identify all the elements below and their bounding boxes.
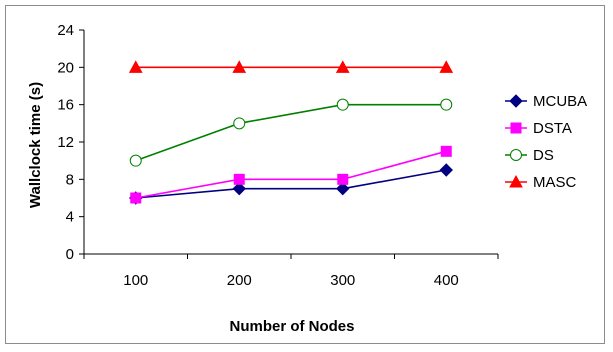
chart-frame — [5, 5, 605, 344]
y-axis-title: Wallclock time (s) — [27, 82, 44, 208]
series-layer — [128, 60, 454, 205]
data-point-mcuba — [439, 163, 453, 177]
y-tick-label: 8 — [66, 171, 74, 188]
data-point-masc — [232, 60, 247, 73]
data-point-ds — [440, 98, 453, 111]
legend-marker-masc — [509, 174, 523, 188]
series-dsta — [130, 145, 452, 204]
legend-label-ds: DS — [533, 147, 554, 164]
legend-marker-dsta — [510, 122, 522, 134]
y-tick-label: 20 — [57, 59, 74, 76]
legend-marker-ds — [510, 149, 522, 161]
data-point-mcuba — [232, 181, 246, 196]
series-line-ds — [135, 103, 447, 162]
data-point-mcuba — [336, 181, 350, 196]
legend-label-mcuba: MCUBA — [533, 93, 587, 110]
series-ds — [129, 98, 453, 167]
x-tick-label: 300 — [330, 272, 355, 289]
legend-item-dsta: DSTA — [505, 120, 572, 137]
legend-item-mcuba: MCUBA — [505, 93, 587, 110]
y-axis-ticks: 0 4 8 12 16 20 24 — [57, 22, 84, 263]
data-point-masc — [128, 60, 143, 73]
data-point-masc — [335, 60, 350, 73]
series-mcuba — [129, 163, 453, 205]
data-point-ds — [336, 98, 349, 111]
data-point-masc — [439, 60, 454, 73]
x-tick-label: 100 — [123, 272, 148, 289]
data-point-ds — [129, 154, 142, 167]
x-tick-label: 400 — [434, 272, 459, 289]
x-axis-title: Number of Nodes — [229, 318, 354, 335]
data-point-dsta — [130, 192, 142, 204]
legend-item-ds: DS — [505, 147, 554, 164]
legend: MCUBA DSTA DS MASC — [505, 93, 587, 191]
data-point-dsta — [233, 173, 245, 185]
data-point-dsta — [337, 173, 349, 185]
y-tick-label: 4 — [66, 209, 74, 226]
series-masc — [128, 60, 454, 73]
series-line-dsta — [135, 150, 447, 199]
y-tick-label: 16 — [57, 97, 74, 114]
x-tick-label: 200 — [227, 272, 252, 289]
y-tick-label: 12 — [57, 134, 74, 151]
plot-area — [83, 30, 498, 255]
legend-marker-mcuba — [509, 94, 523, 108]
x-axis-ticks: 100 200 300 400 — [83, 254, 499, 289]
legend-item-masc: MASC — [505, 174, 577, 191]
y-tick-label: 0 — [66, 246, 74, 263]
legend-label-dsta: DSTA — [533, 120, 572, 137]
data-point-ds — [233, 117, 246, 130]
data-point-dsta — [440, 145, 452, 157]
series-line-mcuba — [135, 169, 447, 199]
y-tick-label: 24 — [57, 22, 74, 39]
legend-label-masc: MASC — [533, 174, 577, 191]
